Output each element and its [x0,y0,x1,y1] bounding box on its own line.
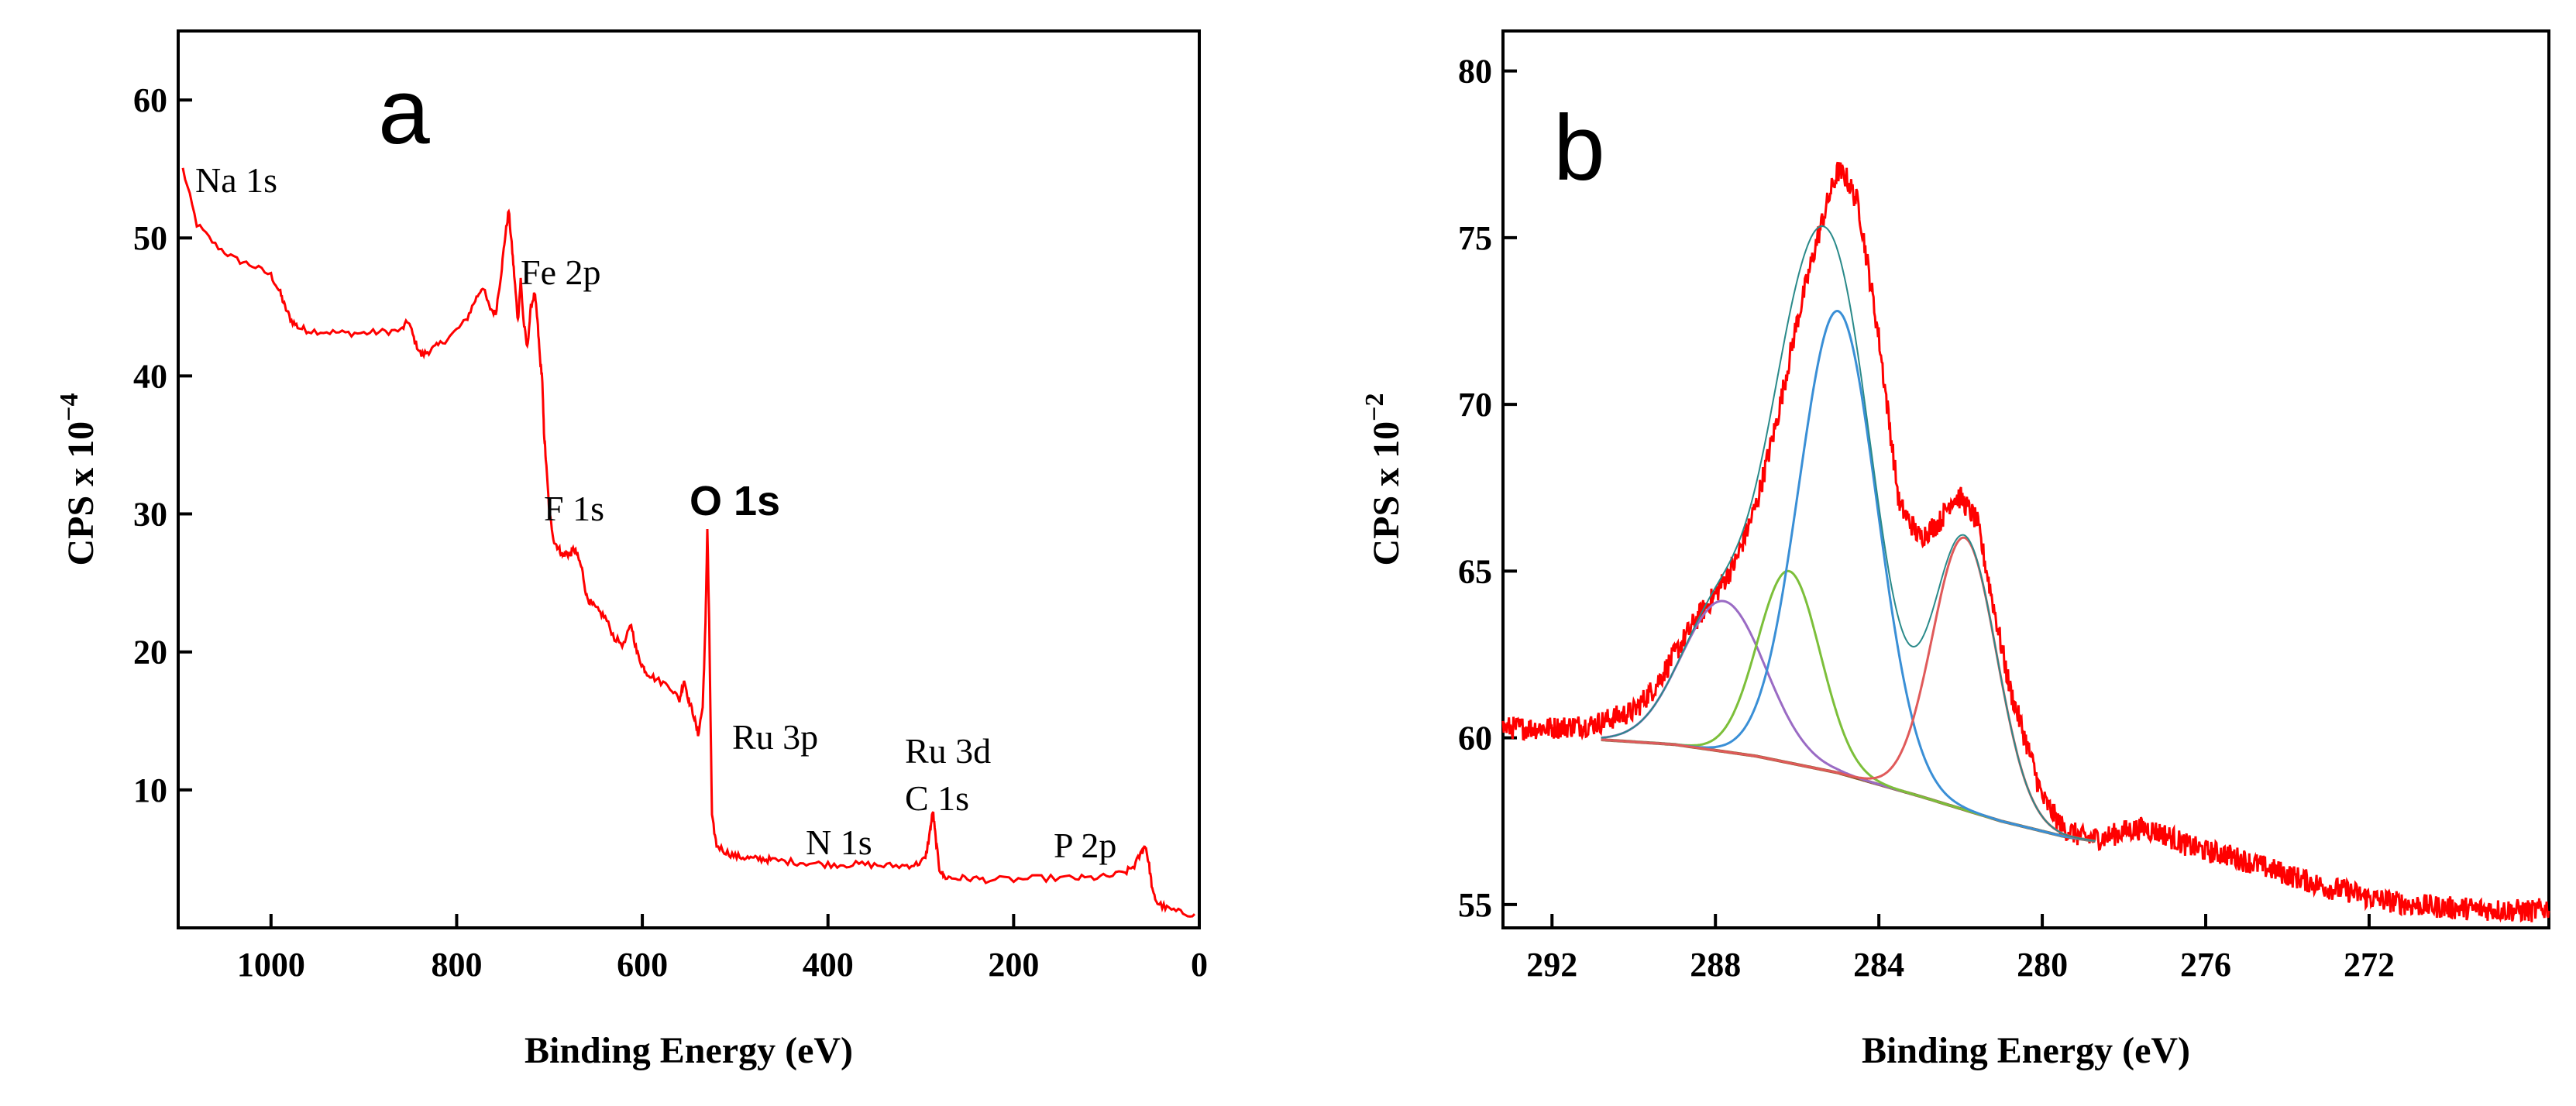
panel-a-y-axis-title: CPS x 10−4 [55,393,101,565]
annotation-fe-2p: Fe 2p [521,252,601,292]
panel-a-y-tick-label: 20 [133,634,167,672]
panel-b-x-tick-label: 288 [1690,946,1741,984]
panel-b-plot-frame [1501,29,2550,929]
annotation-n-1s: N 1s [806,823,872,862]
panel-b-y-axis-title-base: CPS x 10 [1366,421,1407,566]
panel-b-y-tick-label: 75 [1458,219,1492,257]
panel-a-x-tick-label: 400 [803,946,854,984]
panel-b-x-tick-label: 276 [2180,946,2231,984]
panel-b-fit-envelope [1601,225,2096,842]
panel-a-x-tick-label: 800 [431,946,482,984]
annotation-ru-3p: Ru 3p [732,717,818,757]
panel-a-plot-frame [177,29,1201,929]
panel-b-x-tick-label: 272 [2344,946,2395,984]
panel-b-x-axis: 292 288 284 280 276 272 [1526,914,2395,984]
panel-b-component-c4 [1601,536,2096,843]
annotation-ru-3d: Ru 3d [905,731,991,771]
annotation-o-1s: O 1s [690,478,780,524]
panel-a-x-axis: 1000 800 600 400 200 0 [237,914,1208,984]
panel-b-x-axis-title: Binding Energy (eV) [1862,1030,2190,1071]
panel-a-x-tick-label: 600 [617,946,668,984]
panel-a-x-tick-label: 200 [988,946,1039,984]
panel-a: 10 20 30 40 50 60 1000 800 600 400 200 0 a Na 1s F… [55,29,1208,1071]
annotation-f-1s: F 1s [544,489,604,528]
panel-a-y-tick-label: 50 [133,219,167,257]
panel-a-x-axis-title: Binding Energy (eV) [524,1030,853,1071]
panel-a-y-tick-label: 40 [133,357,167,395]
panel-a-letter: a [378,60,430,163]
panel-b-x-tick-label: 292 [1526,946,1577,984]
panel-a-y-axis-title-base: CPS x 10 [60,421,101,566]
panel-a-x-tick-label: 0 [1191,946,1208,984]
annotation-c-1s: C 1s [905,778,969,818]
panel-b-y-tick-label: 70 [1458,386,1492,424]
panel-b-c1s-spectrum [1501,161,2550,923]
panel-a-survey-spectrum [181,167,1196,918]
panel-a-y-tick-label: 60 [133,81,167,119]
panel-b: 55 60 65 70 75 80 292 288 284 280 276 272 b Bindin… [1360,29,2550,1071]
panel-b-y-axis-title: CPS x 10−2 [1360,393,1407,565]
annotation-na-1s: Na 1s [195,160,277,200]
panel-b-y-tick-label: 60 [1458,720,1492,757]
panel-a-y-tick-label: 30 [133,496,167,534]
panel-b-y-tick-label: 65 [1458,552,1492,590]
panel-b-component-c1 [1601,309,2096,843]
annotation-p-2p: P 2p [1054,826,1116,865]
panel-b-x-tick-label: 280 [2017,946,2068,984]
panel-b-y-tick-label: 80 [1458,53,1492,91]
panel-b-y-tick-label: 55 [1458,886,1492,924]
panel-b-x-tick-label: 284 [1853,946,1904,984]
panel-b-letter: b [1553,96,1605,200]
panel-b-y-axis: 55 60 65 70 75 80 [1458,53,1517,924]
panel-b-y-axis-title-exponent: −2 [1360,393,1389,421]
panel-b-component-c2 [1601,569,2096,843]
panel-a-y-tick-label: 10 [133,771,167,809]
panel-a-y-axis-title-exponent: −4 [55,393,84,421]
panel-a-x-tick-label: 1000 [237,946,305,984]
panel-a-y-axis: 10 20 30 40 50 60 [133,81,192,809]
